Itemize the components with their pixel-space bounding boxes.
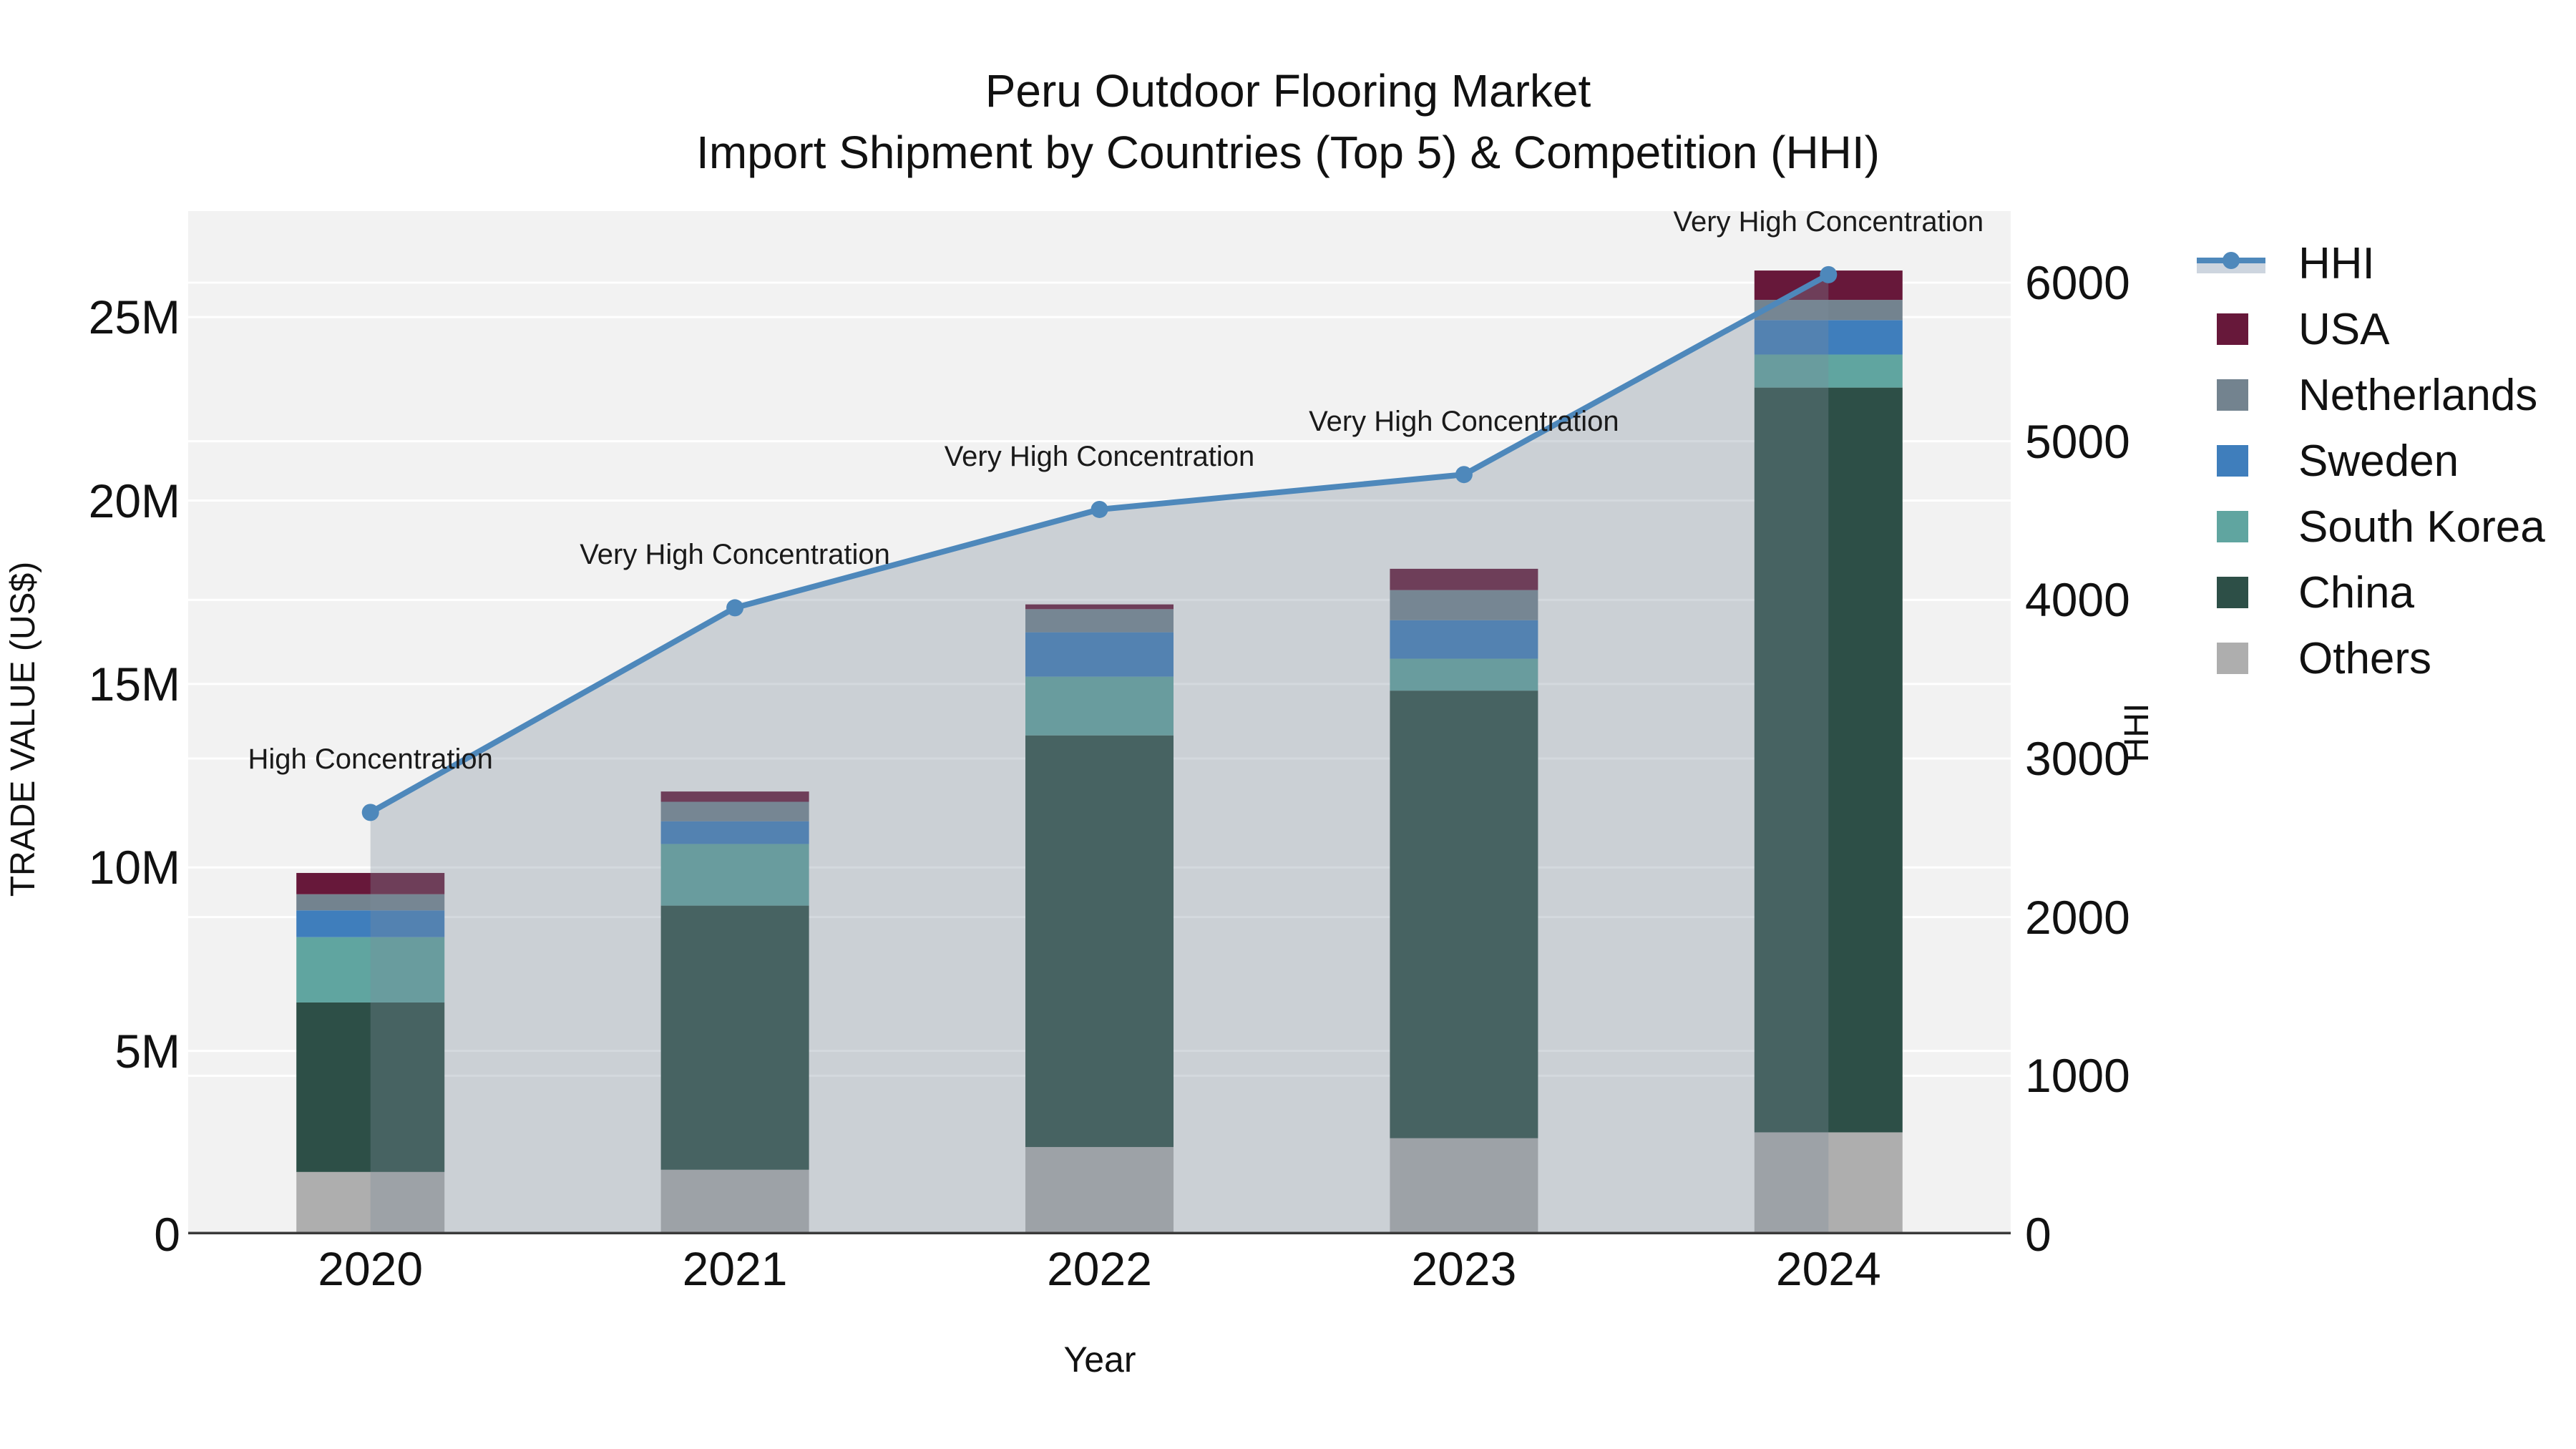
legend-label: South Korea xyxy=(2298,502,2545,552)
bar-segment-2021-china xyxy=(660,905,809,1170)
x-tick-2024: 2024 xyxy=(1775,1242,1881,1295)
legend-label: Sweden xyxy=(2298,436,2459,486)
legend-label: USA xyxy=(2298,304,2390,354)
bar-segment-2024-sweden xyxy=(1754,320,1903,355)
y-right-tick-5000: 5000 xyxy=(2025,414,2130,468)
legend-swatch-icon xyxy=(2190,379,2283,411)
bar-segment-2023-netherlands xyxy=(1390,590,1538,620)
x-tick-2021: 2021 xyxy=(682,1242,788,1295)
bar-segment-2022-china xyxy=(1025,735,1174,1147)
bar-segment-2023-usa xyxy=(1390,568,1538,590)
annotation-2023: Very High Concentration xyxy=(1309,406,1619,438)
bar-segment-2020-others xyxy=(296,1171,445,1234)
chart-title-line1: Peru Outdoor Flooring Market xyxy=(985,65,1591,117)
bar-segment-2020-usa xyxy=(296,872,445,894)
y-right-tick-1000: 1000 xyxy=(2025,1049,2130,1103)
legend: HHI USA Netherlands Sweden South Korea China O… xyxy=(2190,230,2576,691)
bar-segment-2021-usa xyxy=(660,791,809,802)
legend-swatch-icon xyxy=(2190,577,2283,608)
y-left-tick-10M: 10M xyxy=(88,841,180,894)
chart-title: Peru Outdoor Flooring Market Import Ship… xyxy=(358,60,2218,183)
legend-label: China xyxy=(2298,567,2414,618)
legend-swatch-icon xyxy=(2190,511,2283,542)
bar-segment-2022-sweden xyxy=(1025,632,1174,677)
hhi-line-band-icon xyxy=(2197,249,2265,278)
y-left-tick-25M: 25M xyxy=(88,291,180,344)
legend-label: Netherlands xyxy=(2298,370,2538,420)
hhi-area-fill xyxy=(370,274,1829,1234)
legend-swatch-icon xyxy=(2190,445,2283,477)
hhi-marker-2022 xyxy=(1091,500,1108,518)
hhi-line-icon xyxy=(2190,249,2283,278)
legend-swatch-icon xyxy=(2190,313,2283,345)
legend-item-hhi: HHI xyxy=(2190,230,2576,296)
legend-swatch-icon xyxy=(2190,643,2283,674)
y-left-tick-5M: 5M xyxy=(114,1024,180,1078)
bar-segment-2022-south-korea xyxy=(1025,676,1174,736)
color-swatch-icon xyxy=(2217,379,2248,411)
annotation-2022: Very High Concentration xyxy=(944,440,1255,472)
bar-segment-2024-china xyxy=(1754,387,1903,1133)
bar-segment-2022-others xyxy=(1025,1146,1174,1234)
bar-segment-2023-china xyxy=(1390,691,1538,1138)
legend-item-south-korea: South Korea xyxy=(2190,494,2576,560)
x-tick-2020: 2020 xyxy=(318,1242,424,1295)
hhi-marker-2023 xyxy=(1455,466,1473,484)
y-left-tick-0: 0 xyxy=(154,1208,180,1261)
color-swatch-icon xyxy=(2217,445,2248,477)
legend-label: Others xyxy=(2298,633,2432,683)
y-left-tick-15M: 15M xyxy=(88,657,180,711)
bar-segment-2023-south-korea xyxy=(1390,658,1538,691)
legend-item-usa: USA xyxy=(2190,296,2576,362)
bar-segment-2021-south-korea xyxy=(660,844,809,906)
bar-segment-2024-south-korea xyxy=(1754,354,1903,388)
y-axis-right-label: HHI xyxy=(2118,703,2156,763)
bar-segment-2022-netherlands xyxy=(1025,609,1174,633)
legend-item-sweden: Sweden xyxy=(2190,428,2576,494)
bar-segment-2020-sweden xyxy=(296,910,445,937)
color-swatch-icon xyxy=(2217,643,2248,674)
color-swatch-icon xyxy=(2217,511,2248,542)
y-right-tick-0: 0 xyxy=(2025,1208,2051,1261)
bar-segment-2020-china xyxy=(296,1002,445,1172)
annotation-2021: Very High Concentration xyxy=(580,539,890,571)
hhi-marker-2020 xyxy=(361,804,379,821)
bar-segment-2020-south-korea xyxy=(296,937,445,1002)
legend-item-netherlands: Netherlands xyxy=(2190,362,2576,428)
hhi-marker-2021 xyxy=(726,599,744,617)
y-right-tick-2000: 2000 xyxy=(2025,890,2130,944)
y-left-tick-20M: 20M xyxy=(88,474,180,527)
bar-segment-2020-netherlands xyxy=(296,894,445,911)
y-right-tick-4000: 4000 xyxy=(2025,573,2130,627)
bar-segment-2021-sweden xyxy=(660,821,809,844)
y-right-tick-3000: 3000 xyxy=(2025,731,2130,785)
x-tick-2023: 2023 xyxy=(1411,1242,1517,1295)
bar-segment-2021-others xyxy=(660,1169,809,1234)
legend-item-china: China xyxy=(2190,560,2576,625)
bar-segment-2022-usa xyxy=(1025,604,1174,610)
color-swatch-icon xyxy=(2217,313,2248,345)
plot-area xyxy=(188,211,2011,1234)
annotation-2024: Very High Concentration xyxy=(1673,205,1984,238)
legend-label: HHI xyxy=(2298,238,2375,288)
x-tick-2022: 2022 xyxy=(1047,1242,1152,1295)
x-axis-label: Year xyxy=(1063,1340,1136,1380)
color-swatch-icon xyxy=(2217,577,2248,608)
y-right-tick-6000: 6000 xyxy=(2025,255,2130,309)
legend-item-others: Others xyxy=(2190,625,2576,691)
bar-segment-2024-others xyxy=(1754,1132,1903,1234)
bar-segment-2023-others xyxy=(1390,1138,1538,1234)
bar-segment-2023-sweden xyxy=(1390,620,1538,659)
chart-title-line2: Import Shipment by Countries (Top 5) & C… xyxy=(696,127,1880,178)
y-axis-left-label: TRADE VALUE (US$) xyxy=(4,561,42,897)
hhi-marker-2024 xyxy=(1820,265,1838,283)
annotation-2020: High Concentration xyxy=(248,743,493,776)
bar-segment-2021-netherlands xyxy=(660,801,809,821)
